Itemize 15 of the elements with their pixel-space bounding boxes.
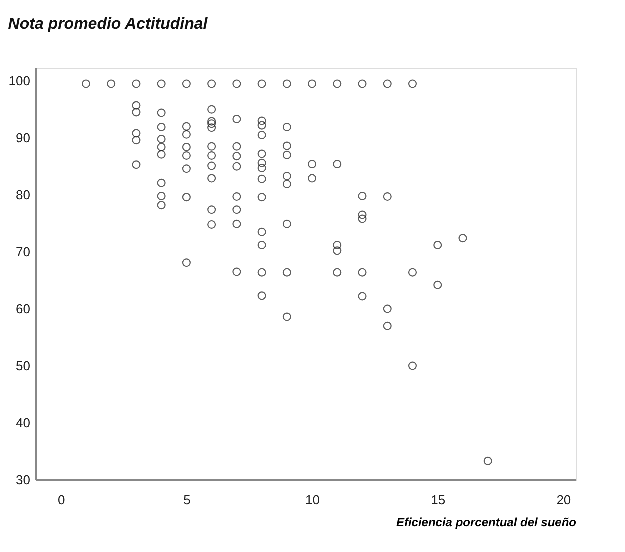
y-tick-label: 50 [16,358,30,374]
y-tick-label: 30 [16,472,30,488]
y-tick-label: 90 [16,130,30,146]
y-tick-label: 100 [8,74,30,89]
x-tick-label: 15 [431,492,446,508]
y-tick-label: 70 [16,244,30,260]
x-tick-label: 0 [58,492,66,508]
x-axis-title: Eficiencia porcentual del sueño [396,516,576,530]
x-tick-label: 5 [184,492,191,508]
chart-title: Nota promedio Actitudinal [8,16,208,33]
x-tick-label: 20 [556,492,572,508]
x-tick-label: 10 [306,492,320,508]
y-tick-label: 80 [16,188,30,203]
y-tick-label: 60 [16,302,30,317]
y-tick-label: 40 [16,416,30,431]
